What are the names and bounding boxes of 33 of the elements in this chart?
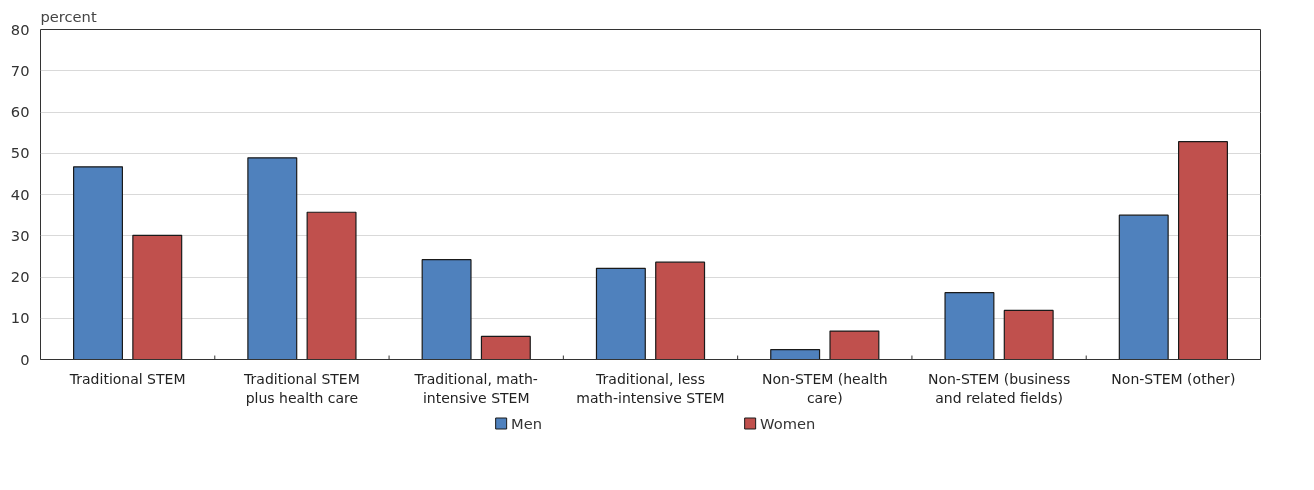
- bar: [421, 259, 472, 360]
- bar: [480, 335, 531, 360]
- bar: [770, 349, 821, 360]
- y-axis-title: percent: [40, 7, 97, 25]
- bar: [1003, 309, 1054, 360]
- x-tick-label: Non-STEM (other): [1111, 370, 1236, 387]
- legend-label: Women: [760, 415, 816, 432]
- bar: [655, 261, 706, 360]
- y-tick-label: 0: [20, 350, 30, 368]
- x-tick-label: Traditional STEM: [68, 370, 186, 387]
- y-tick-label: 60: [10, 103, 30, 120]
- bar: [595, 267, 646, 360]
- bar: [944, 292, 995, 360]
- bar: [73, 166, 124, 360]
- y-tick-label: 40: [10, 185, 30, 203]
- bar: [247, 157, 298, 360]
- x-tick-label: Traditional, math-intensive STEM: [413, 370, 538, 406]
- x-tick-label: Non-STEM (business and related fields): [927, 370, 1071, 406]
- y-tick-label: 20: [10, 268, 30, 285]
- bar: [132, 234, 183, 360]
- x-tick-label: Traditional, less math-intensive STEM: [576, 370, 725, 406]
- bar: [1177, 141, 1228, 360]
- x-tick-label: Non-STEM (health care): [762, 370, 888, 406]
- y-tick-label: 50: [10, 144, 30, 162]
- y-tick-label: 10: [10, 309, 30, 327]
- y-tick-label: 70: [10, 61, 30, 79]
- y-tick-label: 80: [10, 20, 30, 38]
- bar: [306, 211, 357, 360]
- x-tick-label: Traditional STEM plus health care: [243, 370, 360, 406]
- y-tick-label: 30: [10, 226, 30, 244]
- legend-label: Men: [511, 415, 543, 432]
- bar: [1118, 214, 1169, 360]
- bar: [829, 330, 880, 360]
